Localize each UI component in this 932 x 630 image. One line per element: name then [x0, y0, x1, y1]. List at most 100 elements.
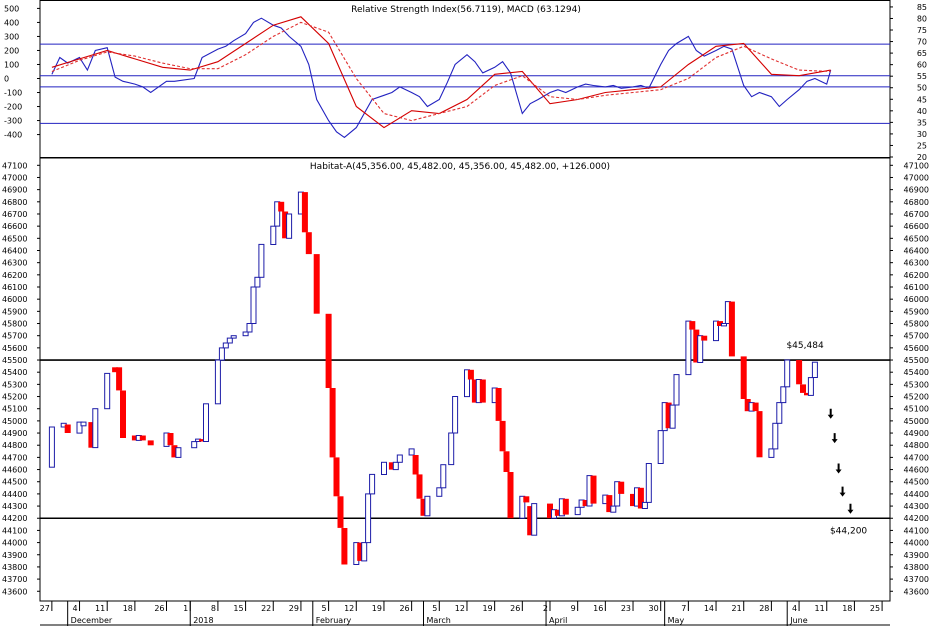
price-panel: Habitat-A(45,356.00, 45,482.00, 45,356.0…	[2, 161, 929, 596]
arrow-shape	[839, 486, 846, 497]
price-tick-label-right: 45800	[904, 320, 929, 329]
series-line-rsi	[51, 16, 831, 129]
up-candle	[721, 323, 727, 327]
up-candle	[218, 347, 225, 361]
date-tick-label: 12	[455, 604, 465, 613]
down-candle	[523, 496, 530, 503]
price-tick-label-right: 44800	[904, 441, 929, 450]
indicator-panel: Relative Strength Index(56.7119), MACD (…	[4, 3, 927, 162]
rsi-tick-label: 85	[917, 3, 927, 12]
down-candle	[606, 495, 613, 513]
date-tick-label: 25	[870, 604, 880, 613]
down-candle	[313, 254, 320, 314]
price-tick-label-left: 45900	[2, 307, 27, 316]
date-tick-label: 30	[649, 604, 659, 613]
price-tick-label-right: 45900	[904, 307, 929, 316]
up-candle	[657, 430, 664, 465]
price-tick-label-left: 46600	[2, 222, 27, 231]
up-candle	[242, 331, 249, 337]
date-tick-label: 26	[154, 604, 164, 613]
up-candle	[440, 464, 447, 489]
rsi-tick-label: 80	[917, 14, 927, 23]
macd-tick-label: 300	[4, 32, 19, 41]
down-candle	[618, 481, 625, 494]
price-tick-label-left: 46400	[2, 246, 27, 255]
down-candle	[547, 503, 553, 519]
down-arrow-icon	[847, 503, 854, 514]
price-tick-label-left: 45600	[2, 344, 27, 353]
date-tick-label: 27	[40, 604, 50, 613]
date-tick-label: 19	[482, 604, 492, 613]
up-candle	[365, 493, 372, 544]
down-candle	[388, 462, 395, 470]
date-tick-label: 1	[183, 604, 188, 613]
down-candle	[744, 399, 751, 412]
date-tick-label: 15	[233, 604, 243, 613]
up-candle	[673, 374, 680, 406]
indicator-title: Relative Strength Index(56.7119), MACD (…	[351, 5, 581, 15]
macd-tick-label: 500	[4, 4, 19, 13]
date-tick-label: 4	[72, 604, 77, 613]
down-arrow-icon	[839, 486, 846, 497]
rsi-tick-label: 45	[917, 95, 927, 104]
price-tick-label-left: 44000	[2, 539, 27, 548]
up-candle	[361, 542, 368, 562]
date-tick-label: 18	[842, 604, 852, 613]
price-tick-label-right: 43600	[904, 587, 929, 596]
price-tick-label-left: 44100	[2, 526, 27, 535]
down-candle	[527, 506, 534, 536]
down-candle	[112, 367, 119, 373]
up-candle	[574, 506, 581, 516]
price-tick-label-right: 45700	[904, 332, 929, 341]
price-tick-label-left: 44800	[2, 441, 27, 450]
rsi-tick-label: 25	[917, 141, 927, 150]
price-tick-label-right: 45500	[904, 356, 929, 365]
up-candle	[697, 335, 704, 364]
rsi-tick-label: 65	[917, 49, 927, 58]
down-candle	[665, 402, 672, 429]
down-candle	[341, 528, 348, 565]
price-tick-label-right: 44100	[904, 526, 929, 535]
price-tick-label-right: 47100	[904, 161, 929, 170]
rsi-tick-label: 40	[917, 107, 927, 116]
price-tick-label-left: 46100	[2, 283, 27, 292]
up-candle	[768, 448, 775, 458]
rsi-tick-label: 30	[917, 130, 927, 139]
price-tick-label-left: 45800	[2, 320, 27, 329]
up-candle	[685, 320, 692, 376]
down-candle	[701, 335, 708, 341]
down-candle	[420, 498, 427, 516]
down-candle	[171, 445, 178, 458]
price-tick-label-right: 44900	[904, 429, 929, 438]
time-axis: 27 4 11 18 26 1 8 15 22 29 5 12 19 26 5 12 19 26 2 9 16 23 30 7…	[40, 601, 883, 626]
up-candle	[807, 377, 814, 396]
rsi-tick-label: 55	[917, 72, 927, 81]
date-tick-label: 7	[681, 604, 686, 613]
price-tick-label-left: 47100	[2, 161, 27, 170]
down-candle	[131, 435, 138, 441]
price-tick-label-right: 45000	[904, 417, 929, 426]
macd-tick-label: 400	[4, 18, 19, 27]
price-tick-label-left: 43800	[2, 563, 27, 572]
price-tick-label-right: 46200	[904, 271, 929, 280]
price-tick-label-left: 44700	[2, 453, 27, 462]
up-candle	[254, 276, 261, 288]
up-candle	[784, 359, 791, 388]
up-candle	[392, 461, 399, 471]
down-candle	[412, 455, 419, 475]
down-candle	[804, 392, 810, 396]
price-tick-label-left: 43600	[2, 587, 27, 596]
date-tick-label: 5	[432, 604, 437, 613]
up-candle	[408, 448, 415, 456]
date-tick-label: 11	[815, 604, 825, 613]
down-candle	[120, 390, 126, 438]
up-candle	[610, 505, 617, 513]
date-tick-label: 5	[322, 604, 327, 613]
price-tick-label-right: 44700	[904, 453, 929, 462]
down-candle	[693, 329, 700, 363]
macd-tick-label: -400	[4, 131, 22, 140]
down-candle	[305, 232, 312, 255]
price-tick-label-left: 45200	[2, 393, 27, 402]
